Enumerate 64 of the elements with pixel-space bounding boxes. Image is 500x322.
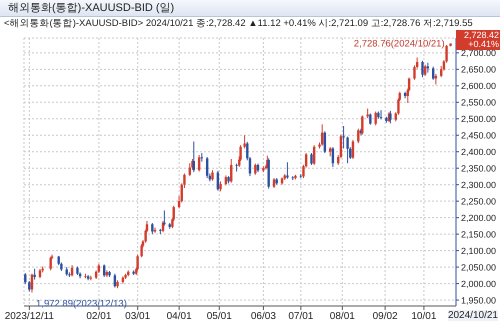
candlestick [49,256,52,271]
candlestick [206,156,208,179]
x-tick-label: 06/03 [250,311,276,322]
candlestick [24,272,26,285]
y-tick-label: 1,950.00 [461,295,496,306]
candlestick [432,66,434,80]
annotation: 2,728.76(2024/10/21) [354,38,445,50]
candlestick [198,154,200,172]
candlestick [243,134,246,149]
candlestick [380,110,382,120]
candlestick [352,139,354,160]
y-tick-label: 2,300.00 [461,180,496,190]
x-tick-label: 08/01 [330,311,356,322]
y-tick-label: 2,150.00 [461,229,496,240]
text: 2024/10/21 [448,310,498,321]
chart-subtitle: <해외통화(통합)-XAUUSD-BID> 2024/10/21 종:2,728.42 ▲11.12 +0.41% 시:2,721.09 고:2,728.76 저:2,719.55 [3,17,474,30]
candlestick [102,264,106,278]
y-tick-label: 2,550.00 [461,97,496,108]
candlestick [434,73,438,85]
y-tick-label: 2,000.00 [461,278,496,289]
candlestick [151,222,154,235]
y-tick-label: 2,600.00 [461,80,496,91]
candlestick [366,108,369,119]
candlestick [70,264,74,277]
candlestick [33,268,36,280]
y-tick-label: 2,100.00 [461,246,496,256]
candlestick [286,162,289,180]
candlestick [28,280,30,292]
x-tick-label: 05/01 [206,311,232,322]
candlestick [426,62,430,74]
x-tick-label: 09/02 [372,311,398,322]
y-tick-label: 2,700.00 [461,48,496,58]
candlestick [230,158,232,184]
candlestick [369,112,372,126]
y-tick-label: 2,250.00 [461,196,496,206]
candlestick [224,174,228,186]
candlestick [312,144,316,166]
candlestick [342,126,345,149]
y-tick-label: 2,650.00 [461,64,496,75]
candlestick [114,273,116,288]
candlestick [324,130,326,154]
candlestick [216,170,220,192]
y-tick-label: 2,050.00 [461,262,496,272]
x-tick-label: 02/01 [86,311,112,322]
x-tick-label: 2023/12/11 [4,311,54,322]
y-tick-label: 2,450.00 [461,130,496,140]
chart-title: 해외통화(통합)-XAUUSD-BID (일) [0,0,500,17]
x-tick-label: 03/01 [125,311,151,322]
y-tick-label: 2,200.00 [461,212,496,223]
candlestick [332,146,334,168]
candlestick [346,136,349,164]
candlestick [254,163,257,176]
text: 2,728.42 +0.41% [457,30,499,49]
candlestick [188,162,191,177]
candlestick [329,146,332,157]
y-tick-label: 2,350.00 [461,163,496,174]
candlestick [320,124,324,146]
x-tick-label: 04/01 [166,311,192,322]
y-tick-label: 2,400.00 [461,146,496,157]
y-tick-label: 2,500.00 [461,114,496,124]
candlestick [424,64,426,76]
x-tick-label: 07/01 [288,311,314,322]
x-tick-label: 10/01 [411,311,437,322]
candlestick [374,111,377,126]
